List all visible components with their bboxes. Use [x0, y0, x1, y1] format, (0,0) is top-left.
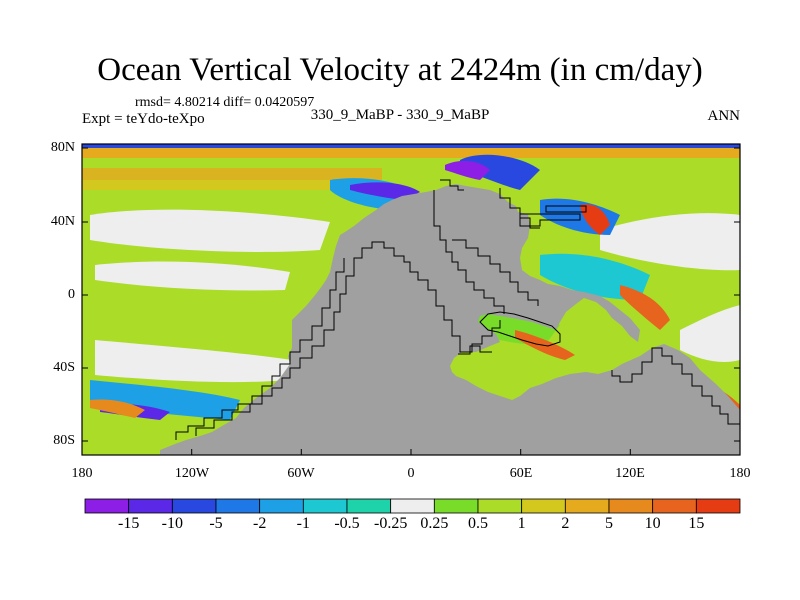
lat-label: 40N	[50, 214, 75, 229]
colorbar-label: 10	[644, 515, 661, 532]
lon-label: 120E	[615, 466, 645, 481]
colorbar-swatch	[433, 498, 479, 514]
colorbar-label: -1	[296, 515, 310, 532]
colorbar-swatch	[477, 498, 523, 514]
experiment-label: Expt = teYdo-teXpo	[82, 111, 205, 127]
colorbar-label: 15	[688, 515, 705, 532]
lat-label: 40S	[53, 360, 75, 375]
lon-label: 60W	[287, 466, 315, 481]
colorbar-label: -2	[252, 515, 267, 532]
colorbar-label: 0.5	[468, 515, 488, 532]
colorbar-swatch	[128, 498, 173, 514]
coastlines	[175, 179, 740, 440]
colorbar-swatch	[259, 498, 304, 514]
colorbar-label: -0.25	[373, 515, 408, 532]
colorbar-swatch	[171, 498, 217, 514]
stats-text: rmsd= 4.80214 diff= 0.0420597	[135, 95, 315, 110]
colorbar-label: 1	[517, 515, 526, 532]
axis-ticks	[81, 147, 741, 455]
lon-label: 180	[71, 466, 93, 481]
lat-label: 80N	[50, 140, 75, 155]
colorbar-swatch	[346, 498, 392, 514]
colorbar-label: -0.5	[334, 515, 360, 532]
lon-label: 180	[729, 466, 751, 481]
colorbar-label: -15	[117, 515, 140, 532]
colorbar-label: 2	[561, 515, 570, 532]
colorbar-swatch	[521, 498, 566, 514]
colorbar-swatch	[695, 498, 741, 514]
colorbar-swatch	[215, 498, 261, 514]
lon-label: 120W	[174, 466, 210, 481]
colorbar-label: 0.25	[420, 515, 449, 532]
colorbar-swatch	[390, 498, 435, 514]
lat-label: 0	[68, 287, 75, 302]
colorbar-swatch	[608, 498, 654, 514]
colorbar-label: -10	[161, 515, 183, 532]
colorbar-swatch	[652, 498, 697, 514]
case-label: 330_9_MaBP - 330_9_MaBP	[310, 107, 490, 123]
season-label: ANN	[707, 108, 741, 124]
lon-label: 60E	[509, 466, 533, 481]
lon-label: 0	[407, 466, 415, 481]
colorbar	[84, 498, 741, 514]
lat-label: 80S	[53, 433, 75, 448]
colorbar-swatch	[564, 498, 610, 514]
plot-title: Ocean Vertical Velocity at 2424m (in cm/…	[97, 52, 703, 88]
colorbar-label: 5	[605, 515, 613, 532]
colorbar-label: -5	[209, 515, 223, 532]
colorbar-swatch	[302, 498, 348, 514]
colorbar-swatch	[84, 498, 130, 514]
